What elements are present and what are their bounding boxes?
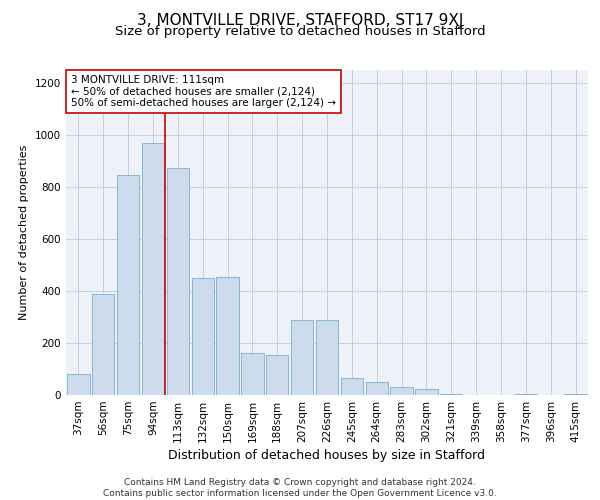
Bar (117, 176, 139, 395)
Bar (565, 394, 587, 395)
Bar (241, 354, 263, 395)
Bar (341, 378, 363, 395)
Bar (415, 388, 437, 395)
Bar (291, 320, 313, 395)
Bar (391, 387, 413, 395)
Bar (191, 278, 214, 395)
Bar (167, 168, 189, 395)
Bar (266, 354, 289, 395)
X-axis label: Distribution of detached houses by size in Stafford: Distribution of detached houses by size … (169, 449, 485, 462)
Bar (67, 374, 89, 395)
Bar (440, 394, 463, 395)
Text: 3 MONTVILLE DRIVE: 111sqm
← 50% of detached houses are smaller (2,124)
50% of se: 3 MONTVILLE DRIVE: 111sqm ← 50% of detac… (71, 75, 336, 108)
Bar (365, 382, 388, 395)
Bar (515, 394, 537, 395)
Y-axis label: Number of detached properties: Number of detached properties (19, 145, 29, 320)
Text: Contains HM Land Registry data © Crown copyright and database right 2024.
Contai: Contains HM Land Registry data © Crown c… (103, 478, 497, 498)
Text: 3, MONTVILLE DRIVE, STAFFORD, ST17 9XJ: 3, MONTVILLE DRIVE, STAFFORD, ST17 9XJ (137, 12, 463, 28)
Text: Size of property relative to detached houses in Stafford: Size of property relative to detached ho… (115, 25, 485, 38)
Bar (92, 294, 115, 395)
Bar (217, 276, 239, 395)
Bar (142, 143, 164, 395)
Bar (316, 320, 338, 395)
